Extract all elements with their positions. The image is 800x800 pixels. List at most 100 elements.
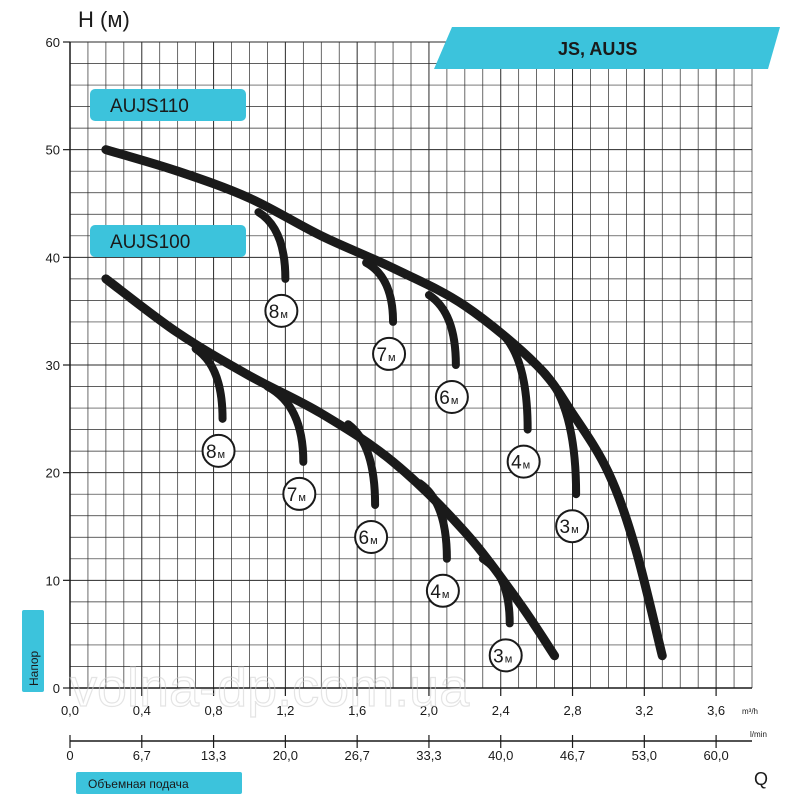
suction-label-unit: м <box>370 535 378 547</box>
suction-branch-line <box>496 328 532 434</box>
x-tick-label: 1,6 <box>348 703 366 718</box>
suction-label-number: 7 <box>287 485 298 506</box>
suction-branch-line <box>254 208 290 283</box>
x-tick-label: 3,2 <box>635 703 653 718</box>
y-tick-label: 40 <box>46 250 60 265</box>
suction-label-number: 8 <box>269 302 280 323</box>
x-tick-labels-lmin: 0 6,7 13,3 20,0 26,7 33,3 40,0 46,7 53,0 60,0 <box>66 735 729 763</box>
side-tag-head-label: Напор <box>27 650 41 686</box>
suction-label-number: 6 <box>359 528 370 549</box>
x-tick-label: 2,0 <box>420 703 438 718</box>
suction-label-unit: м <box>571 524 579 536</box>
x-axis-title-q: Q <box>754 769 768 789</box>
y-tick-label: 30 <box>46 358 60 373</box>
model-tag-aujs110-bg <box>90 89 246 121</box>
suction-label-unit: м <box>388 352 396 364</box>
y-tick-label: 0 <box>53 681 60 696</box>
suction-label-circle <box>372 336 407 371</box>
x2-tick-label: 33,3 <box>416 748 441 763</box>
x-tick-label: 1,2 <box>276 703 294 718</box>
x2-tick-label: 0 <box>66 748 73 763</box>
suction-branch-line <box>191 344 227 423</box>
y-tick-label: 50 <box>46 143 60 158</box>
suction-branch-line <box>478 554 514 628</box>
y-axis-title: H (м) <box>78 7 130 32</box>
suction-branch-line <box>424 291 460 369</box>
model-tag-aujs100-label: AUJS100 <box>110 232 190 253</box>
x-unit-lmin: l/min <box>750 730 767 739</box>
suction-label-unit: м <box>218 449 226 461</box>
y-tick-labels: 0 10 20 30 40 50 60 <box>46 35 70 696</box>
suction-label-unit: м <box>298 492 306 504</box>
x-tick-label: 0,0 <box>61 703 79 718</box>
x-tick-label: 3,6 <box>707 703 725 718</box>
x2-tick-label: 53,0 <box>632 748 657 763</box>
suction-branch-line <box>263 382 308 466</box>
x2-tick-label: 60,0 <box>703 748 728 763</box>
suction-branch-line <box>362 258 398 326</box>
x-tick-label: 2,4 <box>492 703 510 718</box>
x-tick-label: 0,4 <box>133 703 151 718</box>
suction-label-unit: м <box>442 589 450 601</box>
suction-label-number: 8 <box>206 442 217 463</box>
suction-label-unit: м <box>523 460 531 472</box>
suction-label-circle <box>506 444 541 479</box>
suction-label-circle <box>282 476 317 511</box>
suction-label-circle <box>555 509 590 544</box>
x2-tick-label: 26,7 <box>345 748 370 763</box>
x2-tick-label: 46,7 <box>560 748 585 763</box>
suction-label-number: 3 <box>560 517 571 538</box>
x-tick-label: 0,8 <box>205 703 223 718</box>
suction-branch-line <box>415 479 451 563</box>
x2-tick-label: 6,7 <box>133 748 151 763</box>
x-tick-labels-m3h: 0,0 0,4 0,8 1,2 1,6 2,0 2,4 2,8 3,2 3,6 <box>61 688 725 718</box>
brand-banner-title: JS, AUJS <box>558 39 637 59</box>
model-tag-aujs110-label: AUJS110 <box>110 96 189 117</box>
suction-label-circle <box>264 293 299 328</box>
suction-label-number: 4 <box>430 582 441 603</box>
suction-label-unit: м <box>451 395 459 407</box>
suction-label-number: 6 <box>439 388 450 409</box>
x-tick-label: 2,8 <box>563 703 581 718</box>
suction-label-number: 4 <box>511 453 522 474</box>
x2-tick-label: 13,3 <box>201 748 226 763</box>
suction-label-unit: м <box>505 653 513 665</box>
suction-depth-labels: 8 м7 м6 м4 м3 м8 м7 м6 м4 м3 м <box>201 293 590 673</box>
suction-label-circle <box>354 519 389 554</box>
suction-branch-line <box>532 361 581 499</box>
x2-tick-label: 40,0 <box>488 748 513 763</box>
model-tag-aujs100-bg <box>90 225 246 257</box>
suction-branch-line <box>344 420 380 509</box>
suction-label-unit: м <box>280 309 288 321</box>
y-tick-label: 20 <box>46 466 60 481</box>
side-tag-head-bg <box>22 610 44 692</box>
x-unit-m3h: m³/h <box>742 707 758 716</box>
suction-label-number: 7 <box>376 345 387 366</box>
suction-label-circle <box>488 638 523 673</box>
watermark-text: volna-dp.com.ua <box>70 658 470 718</box>
suction-label-circle <box>425 573 460 608</box>
series-line-aujs110 <box>101 145 667 661</box>
series-line-aujs100 <box>101 274 560 661</box>
suction-label-circle <box>201 433 236 468</box>
bottom-tag-flow-label: Объемная подача <box>88 777 189 791</box>
y-tick-label: 10 <box>46 573 60 588</box>
suction-label-circle <box>434 380 469 414</box>
brand-banner-bg <box>434 27 780 69</box>
y-tick-label: 60 <box>46 35 60 50</box>
performance-curves <box>101 145 667 661</box>
x2-tick-label: 20,0 <box>273 748 298 763</box>
suction-label-number: 3 <box>493 646 504 667</box>
bottom-tag-flow-bg <box>76 772 242 794</box>
